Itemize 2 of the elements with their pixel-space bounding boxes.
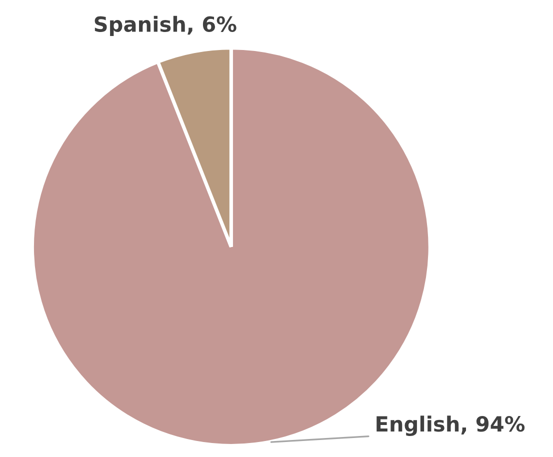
- slice-label: English, 94%: [376, 416, 525, 436]
- slice-label: Spanish, 6%: [94, 16, 236, 36]
